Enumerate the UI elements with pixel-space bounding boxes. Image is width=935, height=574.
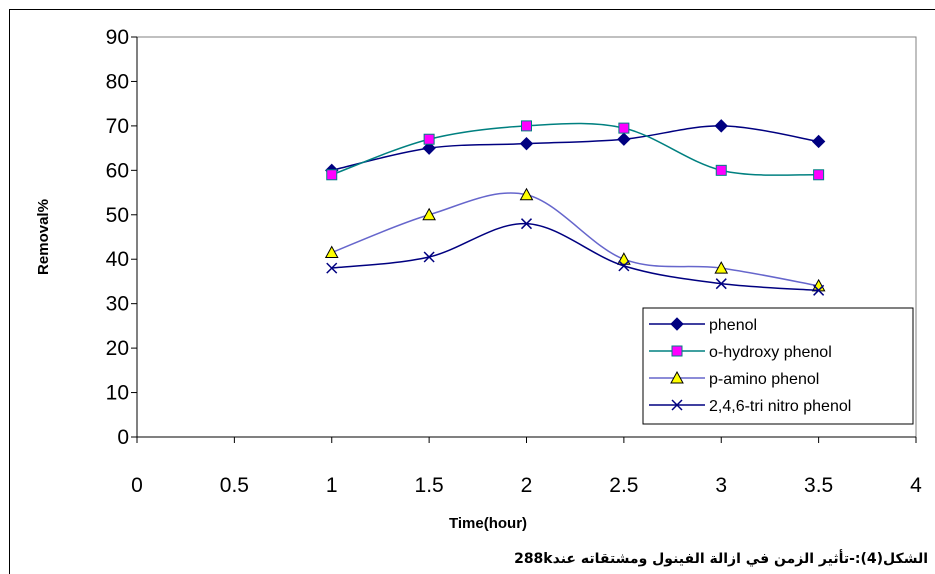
- legend-label: 2,4,6-tri nitro phenol: [709, 398, 851, 415]
- x-axis-title: Time(hour): [449, 515, 527, 532]
- legend-item: 2,4,6-tri nitro phenol: [649, 398, 851, 415]
- data-point: [324, 245, 339, 259]
- y-tick-label: 80: [106, 70, 129, 93]
- y-tick-label: 50: [106, 204, 129, 227]
- data-point: [714, 261, 729, 274]
- y-tick-label: 20: [106, 337, 129, 360]
- data-point: [617, 132, 631, 146]
- series-layer: [324, 119, 826, 296]
- x-tick-label: 3: [715, 474, 727, 497]
- y-tick-label: 70: [106, 115, 129, 138]
- legend-item: phenol: [649, 317, 757, 334]
- x-tick-label: 0.5: [220, 474, 249, 497]
- axes: 0 10 20 30 40 50 60 70 80 90 0 0.5 1 1.5 2 2.5 3 3.5 4: [106, 26, 923, 497]
- x-tick-label: 1.5: [415, 474, 444, 497]
- data-point: [423, 251, 435, 263]
- series-3: [324, 187, 826, 292]
- data-point: [519, 187, 534, 201]
- legend-label: o-hydroxy phenol: [709, 344, 832, 361]
- data-point: [422, 141, 436, 155]
- chart-frame: [9, 9, 935, 574]
- legend-marker: [670, 317, 684, 331]
- x-tick-label: 1: [326, 474, 338, 497]
- data-point: [326, 262, 338, 274]
- y-tick-label: 10: [106, 382, 129, 405]
- legend-label: p-amino phenol: [709, 371, 819, 388]
- series-line: [331, 125, 819, 172]
- series-line: [331, 122, 819, 176]
- x-tick-label: 3.5: [804, 474, 833, 497]
- legend-marker: [670, 370, 684, 384]
- x-tick-label: 0: [131, 474, 143, 497]
- data-point: [714, 119, 728, 133]
- data-point: [618, 260, 630, 272]
- y-tick-label: 40: [106, 248, 129, 271]
- data-point: [813, 169, 825, 181]
- data-point: [520, 218, 533, 230]
- series-4: [326, 218, 825, 296]
- series-line: [331, 192, 819, 287]
- legend-label: phenol: [709, 317, 757, 334]
- x-tick-label: 2.5: [609, 474, 638, 497]
- data-point: [326, 169, 338, 181]
- y-tick-label: 60: [106, 159, 129, 182]
- series-2: [326, 120, 825, 181]
- y-tick-label: 0: [117, 426, 129, 449]
- data-point: [618, 122, 630, 134]
- y-tick-label: 30: [106, 293, 129, 316]
- data-point: [811, 134, 826, 149]
- y-tick-label: 90: [106, 26, 129, 49]
- legend-item: o-hydroxy phenol: [649, 344, 832, 361]
- data-point: [715, 278, 727, 290]
- x-tick-label: 4: [910, 474, 922, 497]
- x-tick-label: 2: [521, 474, 533, 497]
- legend: phenol o-hydroxy phenol p-amino phenol 2,4,…: [642, 307, 914, 425]
- figure-caption: الشكل(4):-تأثير الزمن في ازالة الفينول و…: [514, 551, 928, 567]
- data-point: [422, 207, 436, 221]
- series-line: [331, 222, 819, 292]
- legend-marker: [671, 399, 683, 411]
- legend-item: p-amino phenol: [649, 370, 819, 388]
- data-point: [813, 284, 825, 296]
- series-1: [325, 119, 826, 178]
- data-point: [715, 164, 727, 176]
- y-axis-title: Removal%: [35, 199, 52, 275]
- data-point: [519, 136, 534, 151]
- data-point: [617, 252, 631, 265]
- data-point: [423, 133, 435, 145]
- legend-marker: [671, 345, 683, 357]
- data-point: [521, 120, 532, 132]
